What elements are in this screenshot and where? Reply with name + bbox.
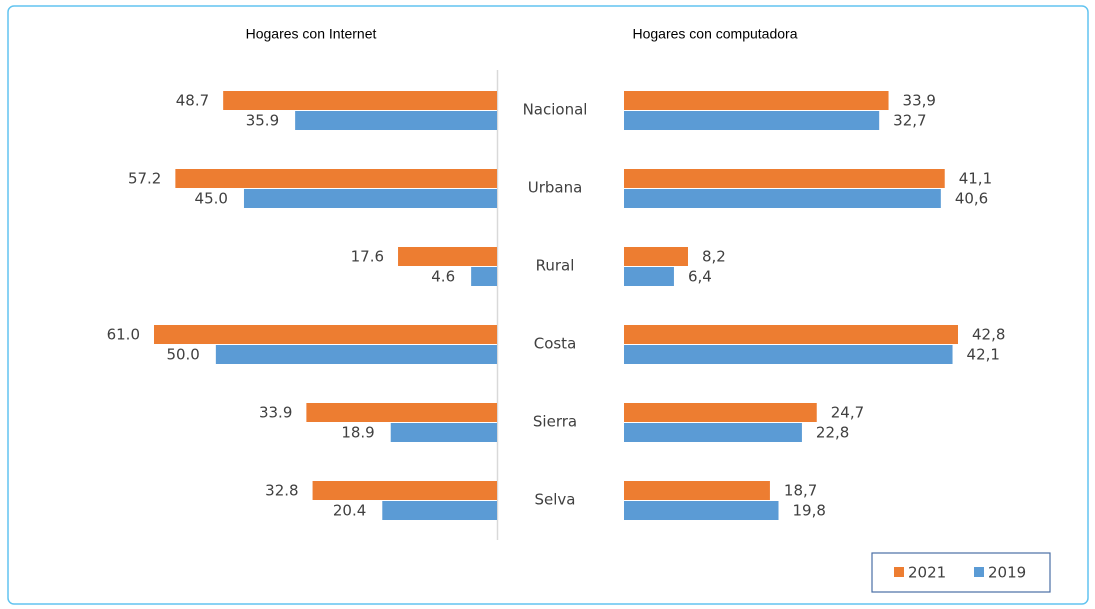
bar [382,501,497,520]
value-label: 42,8 [972,326,1005,344]
category-label: Costa [534,335,577,353]
bar [175,169,497,188]
category-label: Rural [536,257,575,275]
bar [624,423,802,442]
value-label: 40,6 [955,190,988,208]
value-label: 33.9 [259,404,292,422]
value-label: 18.9 [341,424,374,442]
bar [471,267,497,286]
bar [295,111,497,130]
legend-swatch [894,567,904,577]
bar [624,267,674,286]
value-label: 24,7 [831,404,864,422]
bar [624,403,817,422]
value-label: 18,7 [784,482,817,500]
bar [624,481,770,500]
value-label: 42,1 [967,346,1000,364]
value-label: 45.0 [195,190,228,208]
legend-swatch [974,567,984,577]
value-label: 17.6 [351,248,384,266]
value-label: 4.6 [431,268,455,286]
legend [871,552,1051,593]
value-label: 20.4 [333,502,366,520]
bar [624,325,958,344]
value-label: 41,1 [959,170,992,188]
value-label: 8,2 [702,248,726,266]
bar [398,247,497,266]
value-label: 32.8 [265,482,298,500]
value-label: 61.0 [107,326,140,344]
bar [154,325,497,344]
bar [624,169,945,188]
value-label: 6,4 [688,268,712,286]
value-label: 35.9 [246,112,279,130]
bar [312,481,497,500]
legend-label: 2019 [988,564,1026,582]
bar [223,91,497,110]
category-label: Urbana [528,179,583,197]
value-label: 19,8 [793,502,826,520]
category-label: Nacional [523,101,588,119]
bar [624,189,941,208]
bar [215,345,497,364]
bar [624,501,779,520]
left-title: Hogares con Internet [246,26,377,42]
bar [624,91,889,110]
value-label: 22,8 [816,424,849,442]
frame [7,5,1089,605]
bar [306,403,497,422]
value-label: 33,9 [903,92,936,110]
value-label: 32,7 [893,112,926,130]
bar [624,345,953,364]
bar [624,111,880,130]
category-label: Sierra [533,413,577,431]
category-label: Selva [535,491,576,509]
value-label: 48.7 [176,92,209,110]
bar [624,247,688,266]
right-title: Hogares con computadora [633,26,798,42]
bar [390,423,497,442]
bar [243,189,497,208]
value-label: 57.2 [128,170,161,188]
value-label: 50.0 [166,346,199,364]
legend-label: 2021 [908,564,946,582]
